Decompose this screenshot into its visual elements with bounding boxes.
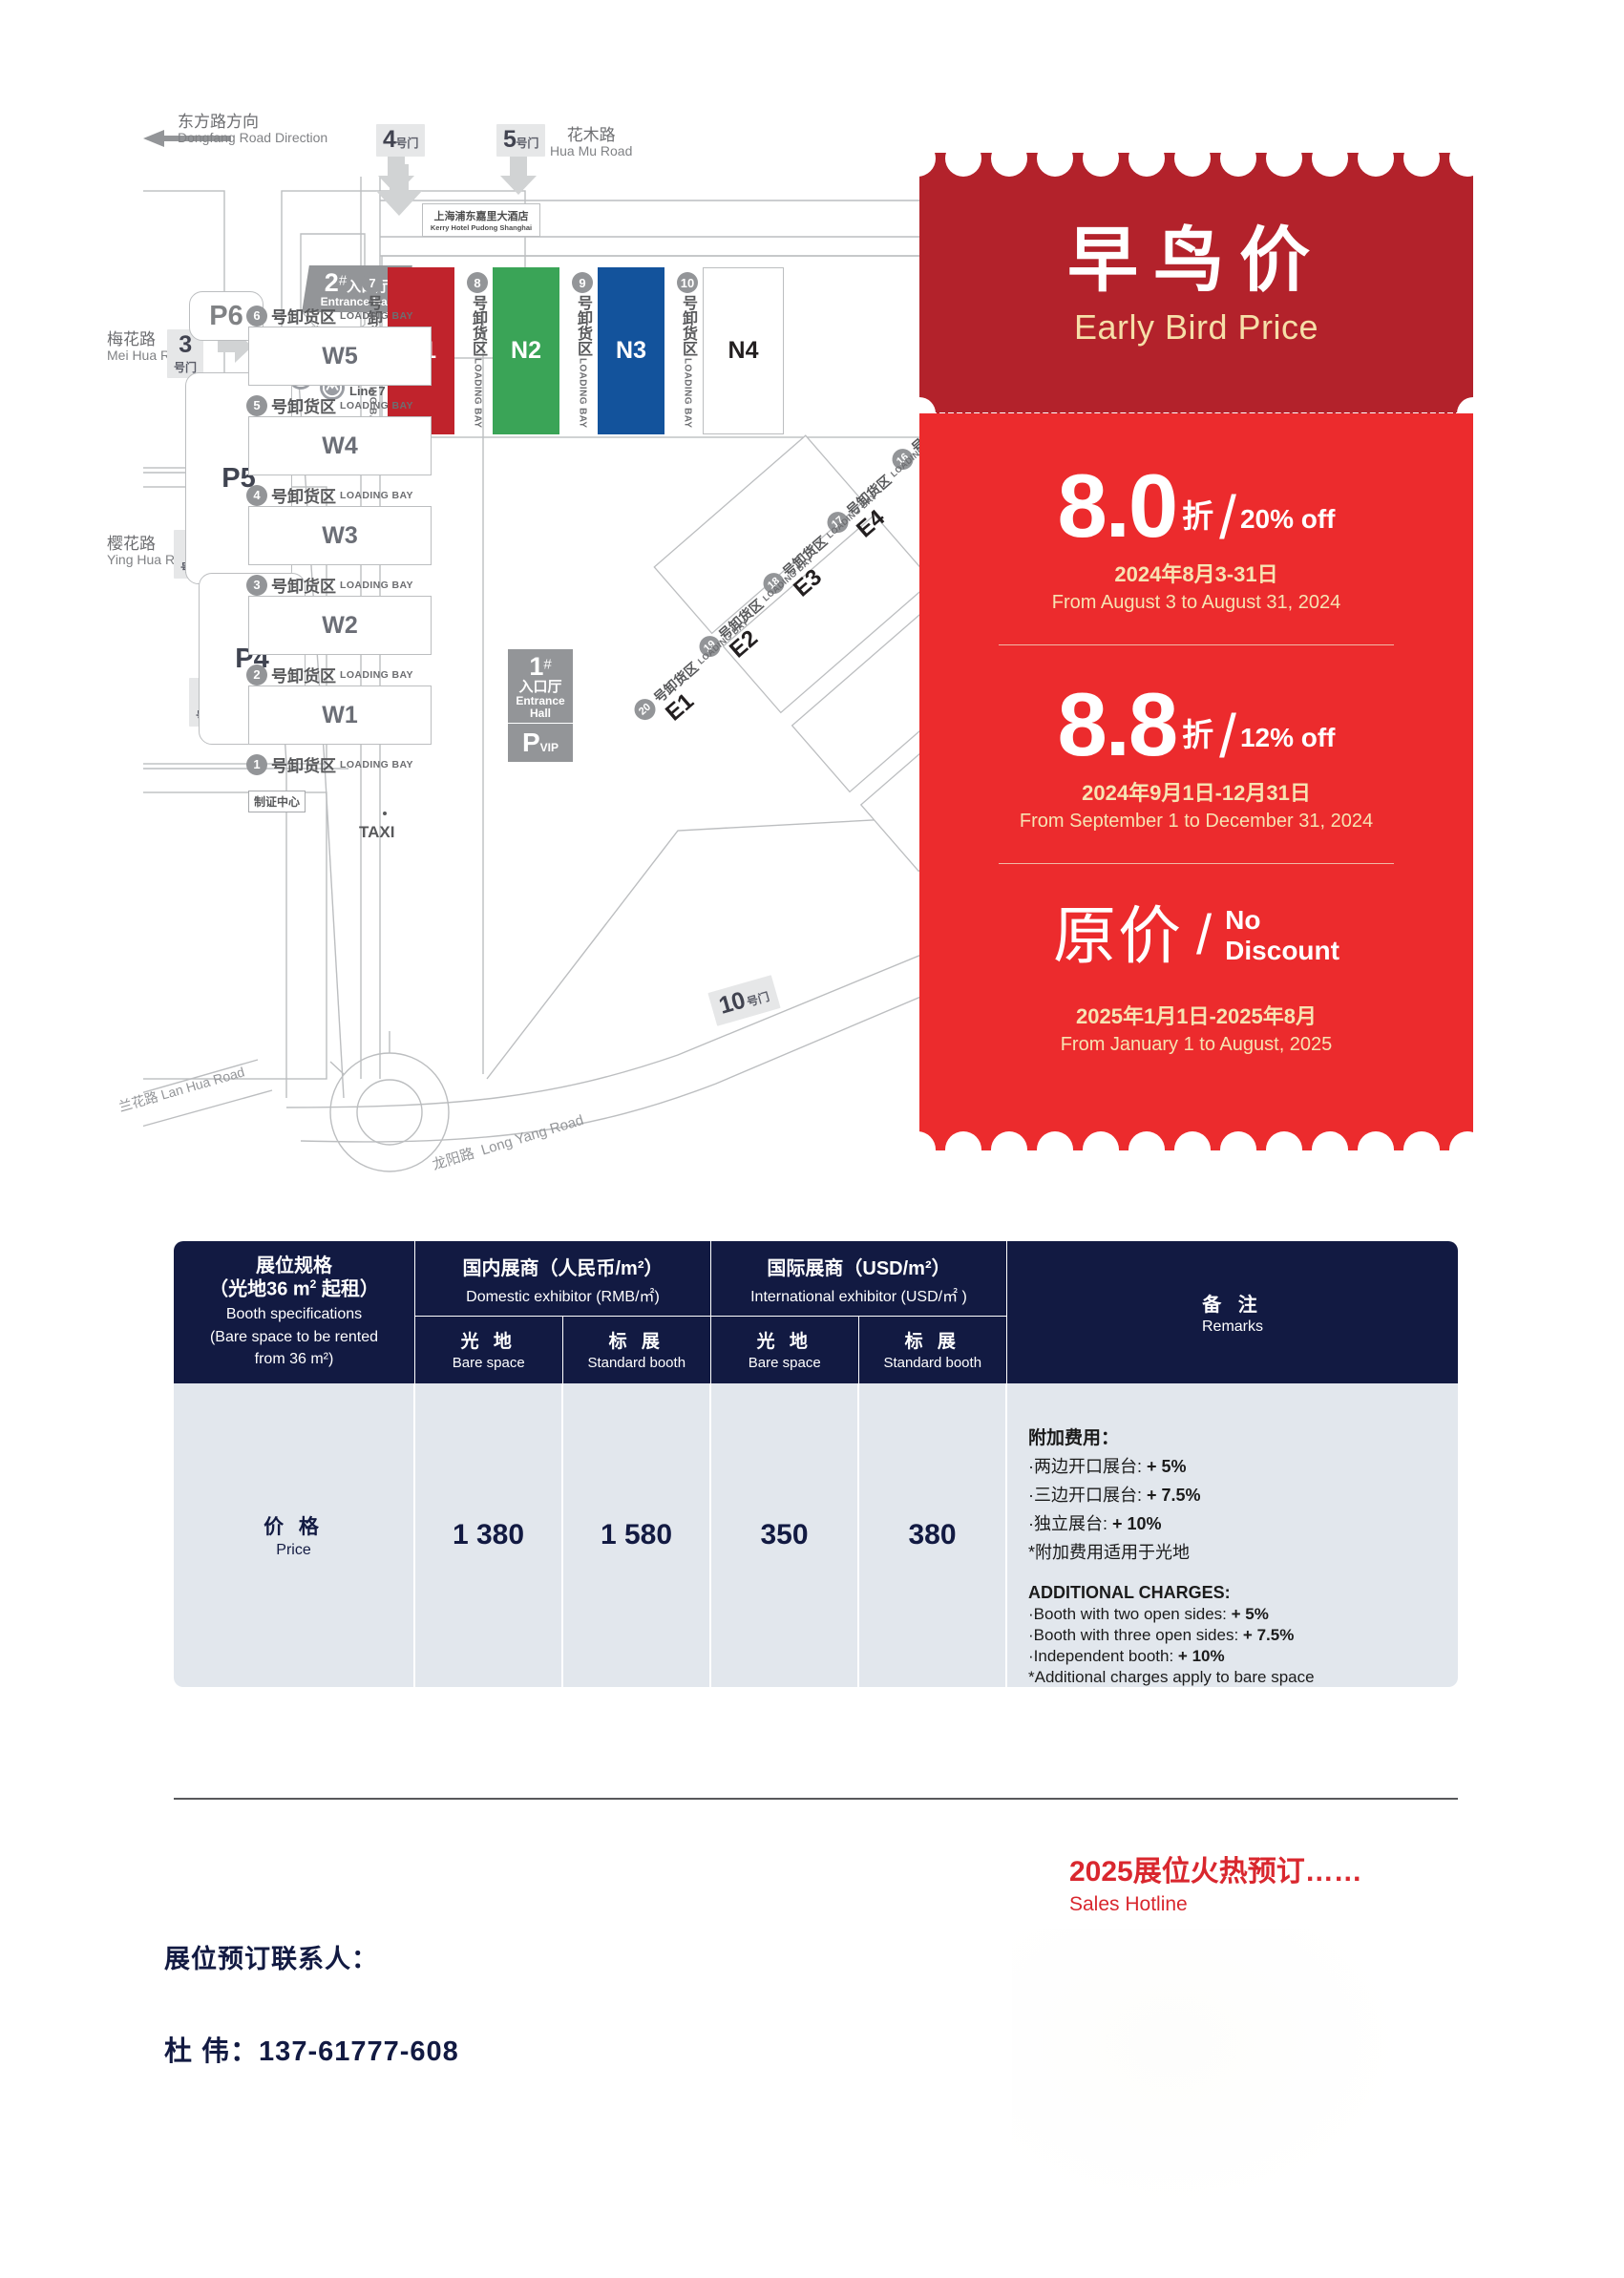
gate-5-arrow-icon [500, 157, 537, 195]
loading-bay-2: 2 号卸货区 LOADING BAY [246, 663, 413, 686]
hall-n3: N3 [598, 267, 664, 434]
remarks-en-item-1: ·Booth with two open sides: + 5% [1028, 1605, 1269, 1623]
original-price-en: No Discount [1225, 904, 1339, 966]
header-booth-specifications: 展位规格 （光地36 m2 起租） Booth specifications (… [174, 1241, 415, 1383]
entrance-hall-1: 1# 入口厅 Entrance Hall [508, 649, 573, 724]
loading-bay-5: 5 号卸货区 LOADING BAY [246, 393, 413, 417]
cell-price-label: 价 格 Price [174, 1383, 415, 1687]
coupon-tier-1: 8.0 折 / 20% off 2024年8月3-31日 From August… [919, 413, 1473, 646]
tier-2-number: 8.8 [1057, 674, 1178, 775]
gate-4[interactable]: 4 号门 [376, 124, 426, 157]
cell-international-bare-space-price: 350 [711, 1383, 859, 1687]
remarks-en-item-3: ·Independent booth: + 10% [1028, 1647, 1225, 1665]
hall-w5: W5 [248, 327, 432, 386]
hotline-en: Sales Hotline [1069, 1893, 1188, 1915]
gate-4-arrow-icon [378, 157, 414, 195]
direction-arrow-icon [143, 130, 231, 147]
tier-1-date-en: From August 3 to August 31, 2024 [1051, 592, 1341, 614]
loading-bay-3: 3 号卸货区 LOADING BAY [246, 573, 413, 597]
cell-domestic-bare-space-price: 1 380 [415, 1383, 563, 1687]
tier-2-slash: / [1219, 701, 1236, 770]
coupon-scallop-top-icon [919, 153, 1473, 183]
hall-w2: W2 [248, 596, 432, 655]
hall-n4: N4 [703, 267, 784, 434]
hall-w4: W4 [248, 416, 432, 475]
header-domestic-standard-booth: 标 展 Standard booth [587, 1332, 686, 1371]
header-remarks: 备 注 Remarks [1201, 1295, 1263, 1335]
tier-1-slash: / [1219, 482, 1236, 552]
tier-1-number: 8.0 [1057, 455, 1178, 556]
early-bird-coupon: 早鸟价 Early Bird Price 8.0 折 / 20% off 202… [903, 153, 1489, 1179]
original-price-slash: / [1196, 904, 1213, 967]
loading-bay-9: 9 号卸货区 LOADING BAY [571, 272, 594, 428]
hotline-cn: 2025展位火热预订…… [1069, 1856, 1362, 1888]
contact-person: 杜 伟：137-61777-608 [164, 2036, 459, 2067]
original-price-cn: 原价 [1053, 900, 1184, 972]
parking-vip: P VIP [508, 724, 573, 762]
coupon-tier-2: 8.8 折 / 12% off 2024年9月1日-12月31日 From Se… [919, 645, 1473, 865]
cell-domestic-standard-booth-price: 1 580 [563, 1383, 711, 1687]
price-table: 展位规格 （光地36 m2 起租） Booth specifications (… [174, 1241, 1458, 1687]
remarks-cn-note: *附加费用适用于光地 [1028, 1543, 1191, 1562]
cell-international-standard-booth-price: 380 [859, 1383, 1007, 1687]
loading-bay-6: 6 号卸货区 LOADING BAY [246, 304, 413, 327]
remarks-en-heading: ADDITIONAL CHARGES: [1028, 1583, 1231, 1602]
sales-hotline-block: 2025展位火热预订…… Sales Hotline [1069, 1847, 1362, 1916]
cell-remarks: 附加费用： ·两边开口展台: + 5% ·三边开口展台: + 7.5% ·独立展… [1007, 1383, 1458, 1687]
header-domestic-exhibitor: 国内展商（人民币/m²） Domestic exhibitor (RMB/㎡) … [415, 1241, 711, 1383]
hall-w1: W1 [248, 686, 432, 745]
original-date-en: From January 1 to August, 2025 [1060, 1034, 1333, 1056]
taxi-label: TAXI [359, 823, 395, 841]
loading-bay-8: 8 号卸货区 LOADING BAY [466, 272, 489, 428]
tier-2-off: 12% off [1239, 723, 1336, 753]
header-domestic-bare-space: 光 地 Bare space [415, 1317, 563, 1383]
background-watermark [1012, 1929, 1413, 2215]
remarks-cn-item-1: ·两边开口展台: + 5% [1028, 1457, 1187, 1476]
tier-1-date-cn: 2024年8月3-31日 [1114, 562, 1278, 587]
remarks-en-note: *Additional charges apply to bare space [1028, 1668, 1315, 1686]
gate-5[interactable]: 5 号门 [496, 124, 546, 157]
remarks-cn-item-3: ·独立展台: + 10% [1028, 1514, 1162, 1533]
tier-1-off: 20% off [1239, 504, 1336, 535]
hotel-label: 上海浦东嘉里大酒店 Kerry Hotel Pudong Shanghai [422, 203, 540, 237]
original-date-cn: 2025年1月1日-2025年8月 [1076, 1004, 1317, 1029]
map-direction-label: 东方路方向 Dongfang Road Direction [178, 113, 328, 146]
tier-2-date-en: From September 1 to December 31, 2024 [1019, 811, 1374, 833]
table-body-row: 价 格 Price 1 380 1 580 350 380 附加费用： ·两边开… [174, 1383, 1458, 1687]
header-international-exhibitor: 国际展商（USD/m²） International exhibitor (US… [711, 1241, 1007, 1383]
remarks-en-item-2: ·Booth with three open sides: + 7.5% [1028, 1626, 1295, 1644]
coupon-divider-1 [999, 644, 1394, 646]
remarks-cn-item-2: ·三边开口展台: + 7.5% [1028, 1486, 1201, 1505]
loading-bay-4: 4 号卸货区 LOADING BAY [246, 483, 413, 507]
taxi-dot-icon [383, 812, 387, 815]
hall-w3: W3 [248, 506, 432, 565]
tier-2-zhe: 折 [1182, 717, 1214, 753]
loading-bay-1: 1 号卸货区 LOADING BAY [246, 752, 413, 776]
venue-map: 东方路方向 Dongfang Road Direction 上海浦东嘉里大酒店 … [107, 113, 1461, 1193]
footer-divider [174, 1798, 1458, 1800]
tier-2-date-cn: 2024年9月1日-12月31日 [1082, 781, 1311, 806]
badge-center-label: 制证中心 [248, 791, 306, 812]
coupon-scallop-bottom-icon [919, 1131, 1473, 1151]
coupon-title-cn: 早鸟价 [1067, 221, 1325, 300]
table-header-row: 展位规格 （光地36 m2 起租） Booth specifications (… [174, 1241, 1458, 1383]
header-international-bare-space: 光 地 Bare space [711, 1317, 859, 1383]
road-label-huamu: 花木路 Hua Mu Road [550, 126, 633, 159]
coupon-divider-2 [999, 863, 1394, 865]
remarks-cn-heading: 附加费用： [1028, 1428, 1120, 1448]
coupon-header: 早鸟价 Early Bird Price [919, 179, 1473, 413]
header-international-standard-booth: 标 展 Standard booth [883, 1332, 982, 1371]
hall-n2: N2 [493, 267, 559, 434]
loading-bay-10: 10 号卸货区 LOADING BAY [676, 272, 699, 428]
coupon-title-en: Early Bird Price [1073, 307, 1319, 347]
contact-title: 展位预订联系人： [164, 1945, 378, 1973]
tier-1-zhe: 折 [1182, 498, 1214, 535]
coupon-tier-original: 原价 / No Discount 2025年1月1日-2025年8月 From … [919, 864, 1473, 1056]
coupon-body: 8.0 折 / 20% off 2024年8月3-31日 From August… [919, 413, 1473, 1151]
